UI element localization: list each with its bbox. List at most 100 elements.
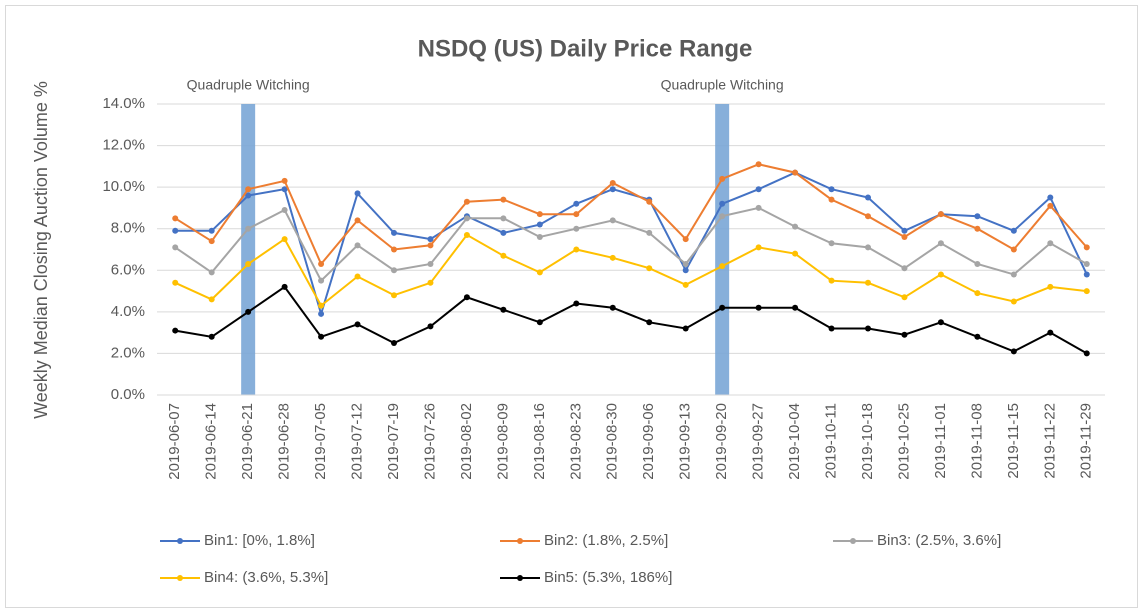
data-point <box>172 279 179 286</box>
series-line <box>174 206 1088 283</box>
data-point <box>1010 246 1017 253</box>
data-point <box>245 186 252 193</box>
data-point <box>609 179 616 186</box>
data-point <box>172 215 179 222</box>
data-point <box>828 196 835 203</box>
data-point <box>792 223 799 230</box>
legend-label: Bin5: (5.3%, 186%] <box>544 569 672 586</box>
data-point <box>937 211 944 218</box>
data-point <box>828 186 835 193</box>
x-tick-label: 2019-08-23 <box>567 403 584 480</box>
x-tick-label: 2019-07-05 <box>312 403 329 480</box>
data-point <box>463 294 470 301</box>
data-point <box>500 196 507 203</box>
data-point <box>682 261 689 268</box>
y-tick-label: 6.0% <box>111 261 145 278</box>
data-point <box>792 169 799 176</box>
y-tick-label: 2.0% <box>111 344 145 361</box>
data-point <box>208 269 215 276</box>
data-point <box>755 204 762 211</box>
data-point <box>573 300 580 307</box>
series-line <box>174 163 1088 266</box>
data-point <box>792 304 799 311</box>
series-line <box>175 285 1088 355</box>
x-tick-label: 2019-09-27 <box>750 403 767 480</box>
highlight-band <box>715 104 730 395</box>
data-point <box>391 267 397 274</box>
x-tick-label: 2019-10-25 <box>895 403 912 480</box>
y-tick-label: 14.0% <box>102 95 145 112</box>
x-tick-label: 2019-09-20 <box>713 403 730 480</box>
legend-marker <box>177 575 183 581</box>
data-point <box>1083 261 1090 268</box>
y-tick-label: 10.0% <box>102 178 145 195</box>
legend-marker <box>177 538 183 544</box>
x-tick-label: 2019-09-06 <box>640 403 657 480</box>
data-point <box>354 321 361 328</box>
x-tick-label: 2019-08-30 <box>604 403 621 480</box>
data-point <box>865 325 871 332</box>
data-point <box>1047 329 1054 336</box>
x-tick-label: 2019-06-21 <box>239 403 256 480</box>
data-point <box>354 217 361 224</box>
x-tick-label: 2019-11-22 <box>1041 403 1058 479</box>
data-point <box>646 198 653 205</box>
y-axis-label: Weekly Median Closing Auction Volume % <box>31 81 51 419</box>
data-point <box>901 234 908 241</box>
data-point <box>281 236 288 243</box>
data-point <box>536 269 543 276</box>
data-point <box>901 331 908 338</box>
annotation: Quadruple Witching <box>661 77 784 93</box>
data-point <box>391 229 397 236</box>
data-point <box>609 217 616 224</box>
data-point <box>1010 298 1017 305</box>
data-point <box>208 227 215 234</box>
x-tick-label: 2019-10-04 <box>786 403 803 480</box>
data-point <box>463 231 470 238</box>
data-point <box>974 225 981 232</box>
x-tick-label: 2019-07-26 <box>421 403 438 480</box>
data-point <box>281 283 288 290</box>
data-point <box>500 229 507 236</box>
data-point <box>318 333 325 340</box>
data-point <box>172 244 179 251</box>
data-point <box>427 261 434 268</box>
data-point <box>245 308 252 315</box>
data-point <box>974 261 981 268</box>
data-point <box>865 279 871 286</box>
data-point <box>609 254 616 261</box>
data-point <box>318 277 325 284</box>
data-point <box>208 296 215 303</box>
data-point <box>901 294 908 301</box>
data-point <box>245 261 252 268</box>
data-point <box>865 194 871 201</box>
data-point <box>391 340 397 347</box>
x-tick-label: 2019-11-15 <box>1005 403 1022 479</box>
data-point <box>828 277 835 284</box>
data-point <box>682 281 689 288</box>
annotation: Quadruple Witching <box>187 77 310 93</box>
data-point <box>865 213 871 220</box>
x-tick-label: 2019-10-18 <box>859 403 876 480</box>
data-point <box>391 246 397 253</box>
data-point <box>1010 271 1017 278</box>
x-tick-label: 2019-06-28 <box>276 403 293 480</box>
data-point <box>318 302 325 309</box>
data-point <box>1010 227 1017 234</box>
data-point <box>463 198 470 205</box>
data-point <box>646 265 653 272</box>
data-point <box>1083 288 1090 295</box>
data-point <box>1083 244 1090 251</box>
data-point <box>646 229 653 236</box>
data-point <box>245 225 252 232</box>
data-point <box>755 304 762 311</box>
x-tick-label: 2019-08-02 <box>458 403 475 480</box>
x-tick-label: 2019-10-11 <box>823 403 840 479</box>
data-point <box>536 234 543 241</box>
data-point <box>573 225 580 232</box>
data-point <box>646 319 653 326</box>
x-tick-label: 2019-08-09 <box>494 403 511 480</box>
data-point <box>1083 350 1090 357</box>
data-point <box>682 267 689 274</box>
